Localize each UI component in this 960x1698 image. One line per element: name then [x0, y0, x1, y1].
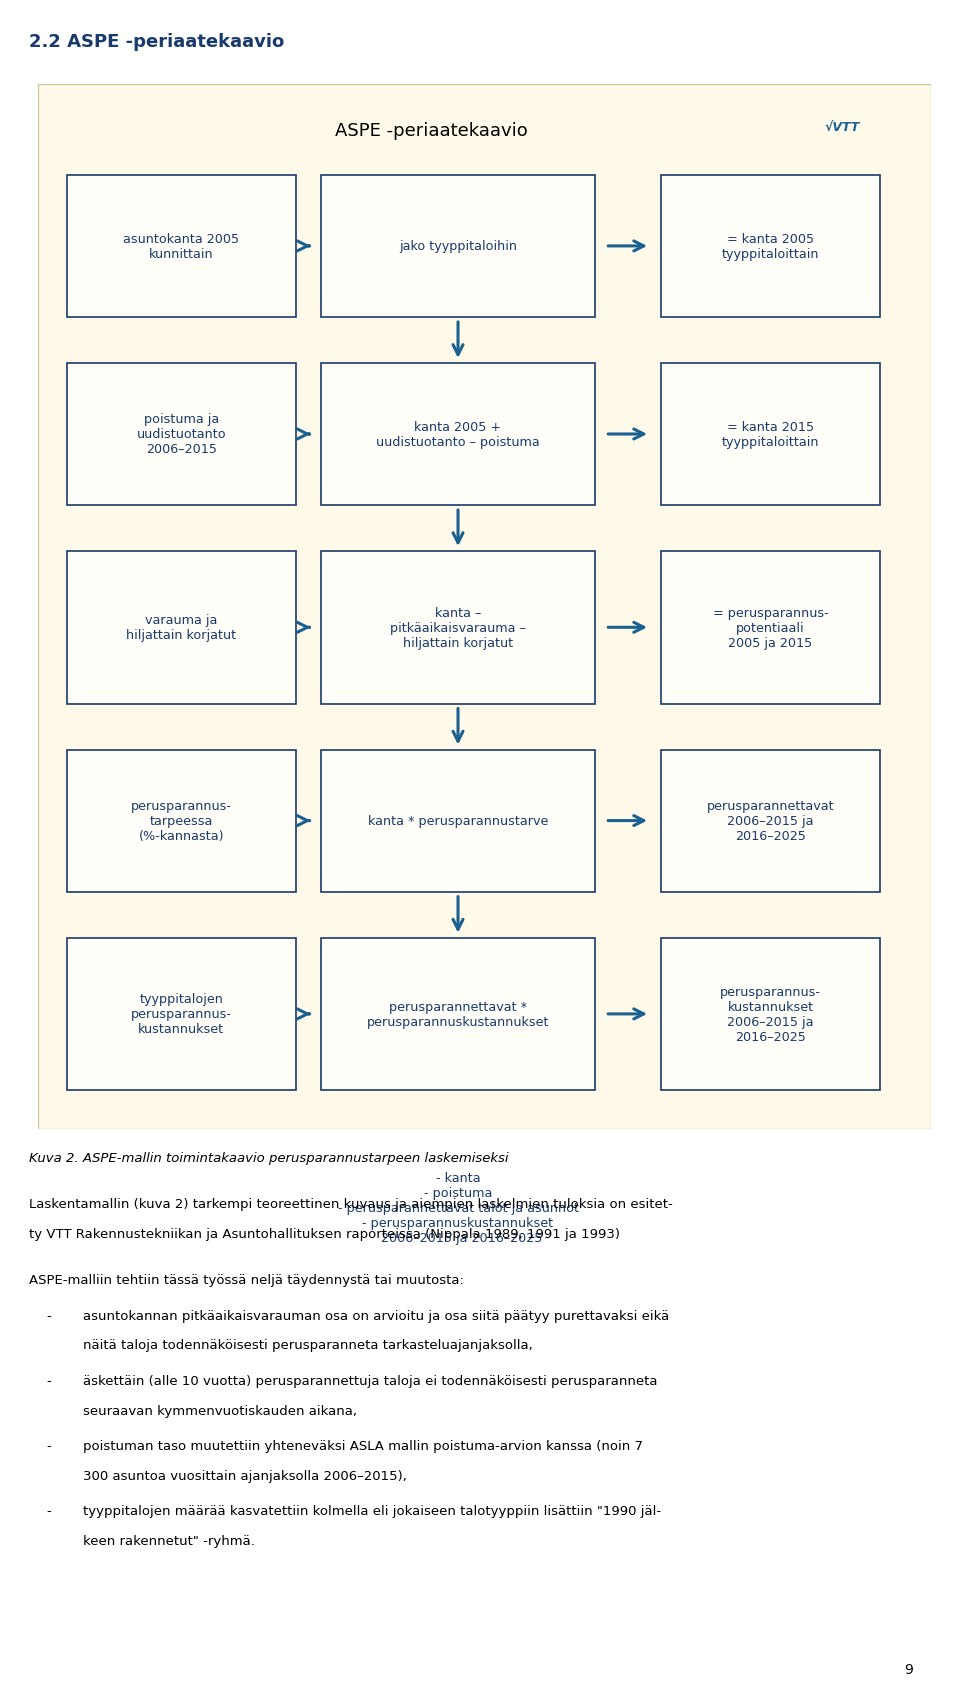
FancyBboxPatch shape	[67, 177, 296, 318]
FancyBboxPatch shape	[67, 363, 296, 506]
Text: 300 asuntoa vuosittain ajanjaksolla 2006–2015),: 300 asuntoa vuosittain ajanjaksolla 2006…	[83, 1469, 407, 1482]
Text: = kanta 2015
tyyppitaloittain: = kanta 2015 tyyppitaloittain	[722, 421, 819, 448]
Text: varauma ja
hiljattain korjatut: varauma ja hiljattain korjatut	[126, 615, 236, 642]
Text: = perusparannus-
potentiaali
2005 ja 2015: = perusparannus- potentiaali 2005 ja 201…	[712, 606, 828, 649]
FancyBboxPatch shape	[660, 751, 880, 891]
FancyBboxPatch shape	[38, 85, 931, 1129]
FancyBboxPatch shape	[660, 937, 880, 1090]
Text: asuntokannan pitkäaikaisvarauman osa on arvioitu ja osa siitä päätyy purettavaks: asuntokannan pitkäaikaisvarauman osa on …	[83, 1309, 669, 1321]
Text: keen rakennetut" -ryhmä.: keen rakennetut" -ryhmä.	[83, 1535, 254, 1547]
Text: tyyppitalojen määrää kasvatettiin kolmella eli jokaiseen talotyyppiin lisättiin : tyyppitalojen määrää kasvatettiin kolmel…	[83, 1504, 661, 1518]
Text: -: -	[47, 1309, 52, 1321]
FancyBboxPatch shape	[322, 751, 594, 891]
FancyBboxPatch shape	[67, 751, 296, 891]
Text: perusparannus-
tarpeessa
(%-kannasta): perusparannus- tarpeessa (%-kannasta)	[131, 800, 231, 842]
Text: √VTT: √VTT	[825, 122, 859, 134]
FancyBboxPatch shape	[67, 552, 296, 705]
Text: asuntokanta 2005
kunnittain: asuntokanta 2005 kunnittain	[123, 233, 239, 261]
Text: ty VTT Rakennustekniikan ja Asuntohallituksen raporteissa (Nippala 1989, 1991 ja: ty VTT Rakennustekniikan ja Asuntohallit…	[29, 1228, 620, 1240]
Text: perusparannettavat *
perusparannuskustannukset: perusparannettavat * perusparannuskustan…	[367, 1000, 549, 1029]
Text: Kuva 2. ASPE-mallin toimintakaavio perusparannustarpeen laskemiseksi: Kuva 2. ASPE-mallin toimintakaavio perus…	[29, 1151, 508, 1165]
Text: perusparannettavat
2006–2015 ja
2016–2025: perusparannettavat 2006–2015 ja 2016–202…	[707, 800, 834, 842]
Text: kanta –
pitkäaikaisvarauma –
hiljattain korjatut: kanta – pitkäaikaisvarauma – hiljattain …	[390, 606, 526, 649]
Text: ASPE -periaatekaavio: ASPE -periaatekaavio	[335, 122, 528, 139]
FancyBboxPatch shape	[183, 1136, 733, 1279]
Text: näitä taloja todennäköisesti perusparanneta tarkasteluajanjaksolla,: näitä taloja todennäköisesti perusparann…	[83, 1338, 533, 1352]
Text: -: -	[47, 1374, 52, 1387]
Text: poistuman taso muutettiin yhteneväksi ASLA mallin poistuma-arvion kanssa (noin 7: poistuman taso muutettiin yhteneväksi AS…	[83, 1440, 643, 1452]
Text: Laskentamallin (kuva 2) tarkempi teoreettinen kuvaus ja aiempien laskelmien tulo: Laskentamallin (kuva 2) tarkempi teoreet…	[29, 1197, 673, 1211]
Text: poistuma ja
uudistuotanto
2006–2015: poistuma ja uudistuotanto 2006–2015	[136, 413, 226, 457]
Text: seuraavan kymmenvuotiskauden aikana,: seuraavan kymmenvuotiskauden aikana,	[83, 1404, 357, 1416]
Text: ASPE-malliin tehtiin tässä työssä neljä täydennystä tai muutosta:: ASPE-malliin tehtiin tässä työssä neljä …	[29, 1274, 464, 1287]
FancyBboxPatch shape	[67, 937, 296, 1090]
Text: 9: 9	[904, 1662, 913, 1676]
FancyBboxPatch shape	[660, 363, 880, 506]
Text: - kanta
- poistuma
- perusparannettavat talot ja asunnot
- perusparannuskustannu: - kanta - poistuma - perusparannettavat …	[338, 1172, 579, 1245]
Text: perusparannus-
kustannukset
2006–2015 ja
2016–2025: perusparannus- kustannukset 2006–2015 ja…	[720, 985, 821, 1043]
Text: jako tyyppitaloihin: jako tyyppitaloihin	[399, 239, 517, 253]
FancyBboxPatch shape	[660, 552, 880, 705]
Text: kanta 2005 +
uudistuotanto – poistuma: kanta 2005 + uudistuotanto – poistuma	[376, 421, 540, 448]
Text: -: -	[47, 1440, 52, 1452]
FancyBboxPatch shape	[660, 177, 880, 318]
Text: -: -	[47, 1504, 52, 1518]
FancyBboxPatch shape	[322, 937, 594, 1090]
FancyBboxPatch shape	[322, 363, 594, 506]
FancyBboxPatch shape	[322, 177, 594, 318]
Text: äskettäin (alle 10 vuotta) perusparannettuja taloja ei todennäköisesti peruspara: äskettäin (alle 10 vuotta) perusparannet…	[83, 1374, 658, 1387]
FancyBboxPatch shape	[322, 552, 594, 705]
Text: 2.2 ASPE -periaatekaavio: 2.2 ASPE -periaatekaavio	[29, 32, 284, 51]
Text: tyyppitalojen
perusparannus-
kustannukset: tyyppitalojen perusparannus- kustannukse…	[131, 993, 231, 1036]
Text: = kanta 2005
tyyppitaloittain: = kanta 2005 tyyppitaloittain	[722, 233, 819, 261]
Text: kanta * perusparannustarve: kanta * perusparannustarve	[368, 815, 548, 827]
